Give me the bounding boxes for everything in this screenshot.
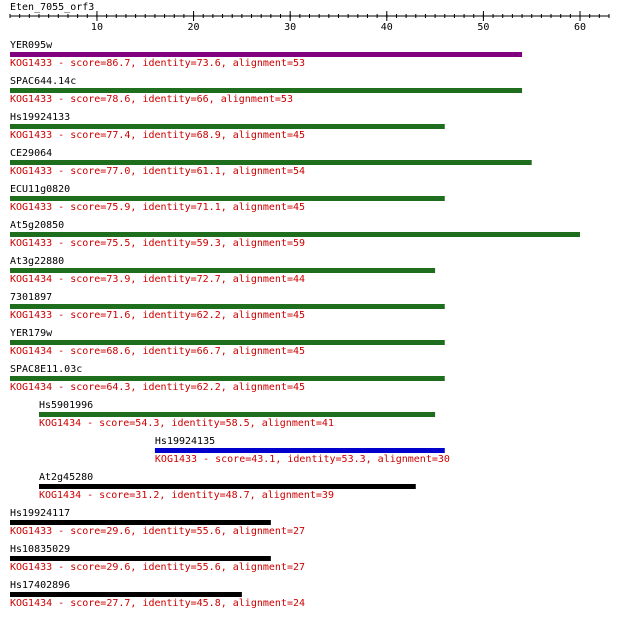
chart-title: Eten_7055_orf3 bbox=[10, 2, 94, 13]
hit-label: KOG1434 - score=64.3, identity=62.2, ali… bbox=[10, 382, 305, 393]
hit-label: KOG1433 - score=86.7, identity=73.6, ali… bbox=[10, 58, 305, 69]
hit-name: Hs17402896 bbox=[10, 580, 70, 591]
hit-label: KOG1433 - score=29.6, identity=55.6, ali… bbox=[10, 526, 305, 537]
hit-bar bbox=[10, 88, 523, 93]
hit-bar bbox=[10, 124, 445, 129]
x-tick-label: 30 bbox=[284, 22, 296, 33]
hit-bar bbox=[38, 412, 436, 417]
hit-label: KOG1433 - score=29.6, identity=55.6, ali… bbox=[10, 562, 305, 573]
hit-bar bbox=[10, 520, 271, 525]
hit-label: KOG1434 - score=73.9, identity=72.7, ali… bbox=[10, 274, 305, 285]
hit-name: YER179w bbox=[10, 328, 53, 339]
hit-label: KOG1434 - score=31.2, identity=48.7, ali… bbox=[39, 490, 334, 501]
hit-name: Hs5901996 bbox=[39, 400, 93, 411]
hit-bar bbox=[10, 232, 581, 237]
hit-bar bbox=[10, 376, 445, 381]
hit-label: KOG1433 - score=77.4, identity=68.9, ali… bbox=[10, 130, 305, 141]
x-tick-label: 60 bbox=[574, 22, 586, 33]
x-tick-label: 20 bbox=[188, 22, 200, 33]
hit-name: CE29064 bbox=[10, 148, 52, 159]
hit-name: Hs19924135 bbox=[155, 436, 215, 447]
hit-bar bbox=[10, 52, 523, 57]
hit-bar bbox=[10, 196, 445, 201]
hit-name: SPAC8E11.03c bbox=[10, 364, 82, 375]
hit-name: YER095w bbox=[10, 40, 53, 51]
hit-label: KOG1434 - score=27.7, identity=45.8, ali… bbox=[10, 598, 305, 609]
hit-bar bbox=[10, 160, 532, 165]
hit-label: KOG1433 - score=71.6, identity=62.2, ali… bbox=[10, 310, 305, 321]
hit-label: KOG1433 - score=77.0, identity=61.1, ali… bbox=[10, 166, 305, 177]
hit-name: Hs19924117 bbox=[10, 508, 70, 519]
hit-bar bbox=[38, 484, 416, 489]
x-tick-label: 40 bbox=[381, 22, 393, 33]
hit-bar bbox=[154, 448, 445, 453]
hit-name: At5g20850 bbox=[10, 220, 64, 231]
x-tick-label: 10 bbox=[91, 22, 103, 33]
hit-name: 7301897 bbox=[10, 292, 52, 303]
hit-bar bbox=[10, 592, 242, 597]
hit-name: Hs10835029 bbox=[10, 544, 70, 555]
x-tick-label: 50 bbox=[477, 22, 489, 33]
hit-label: KOG1434 - score=54.3, identity=58.5, ali… bbox=[39, 418, 334, 429]
hit-label: KOG1433 - score=75.9, identity=71.1, ali… bbox=[10, 202, 305, 213]
hit-label: KOG1433 - score=43.1, identity=53.3, ali… bbox=[155, 454, 450, 465]
hit-name: ECU11g0820 bbox=[10, 184, 70, 195]
hit-bar bbox=[10, 556, 271, 561]
hit-label: KOG1433 - score=78.6, identity=66, align… bbox=[10, 94, 293, 105]
hit-name: Hs19924133 bbox=[10, 112, 70, 123]
hit-bar bbox=[10, 268, 436, 273]
hit-name: SPAC644.14c bbox=[10, 76, 76, 87]
hit-label: KOG1433 - score=75.5, identity=59.3, ali… bbox=[10, 238, 305, 249]
hit-name: At3g22880 bbox=[10, 256, 64, 267]
hit-name: At2g45280 bbox=[39, 472, 93, 483]
hit-bar bbox=[10, 340, 445, 345]
hit-bar bbox=[10, 304, 445, 309]
hit-label: KOG1434 - score=68.6, identity=66.7, ali… bbox=[10, 346, 305, 357]
